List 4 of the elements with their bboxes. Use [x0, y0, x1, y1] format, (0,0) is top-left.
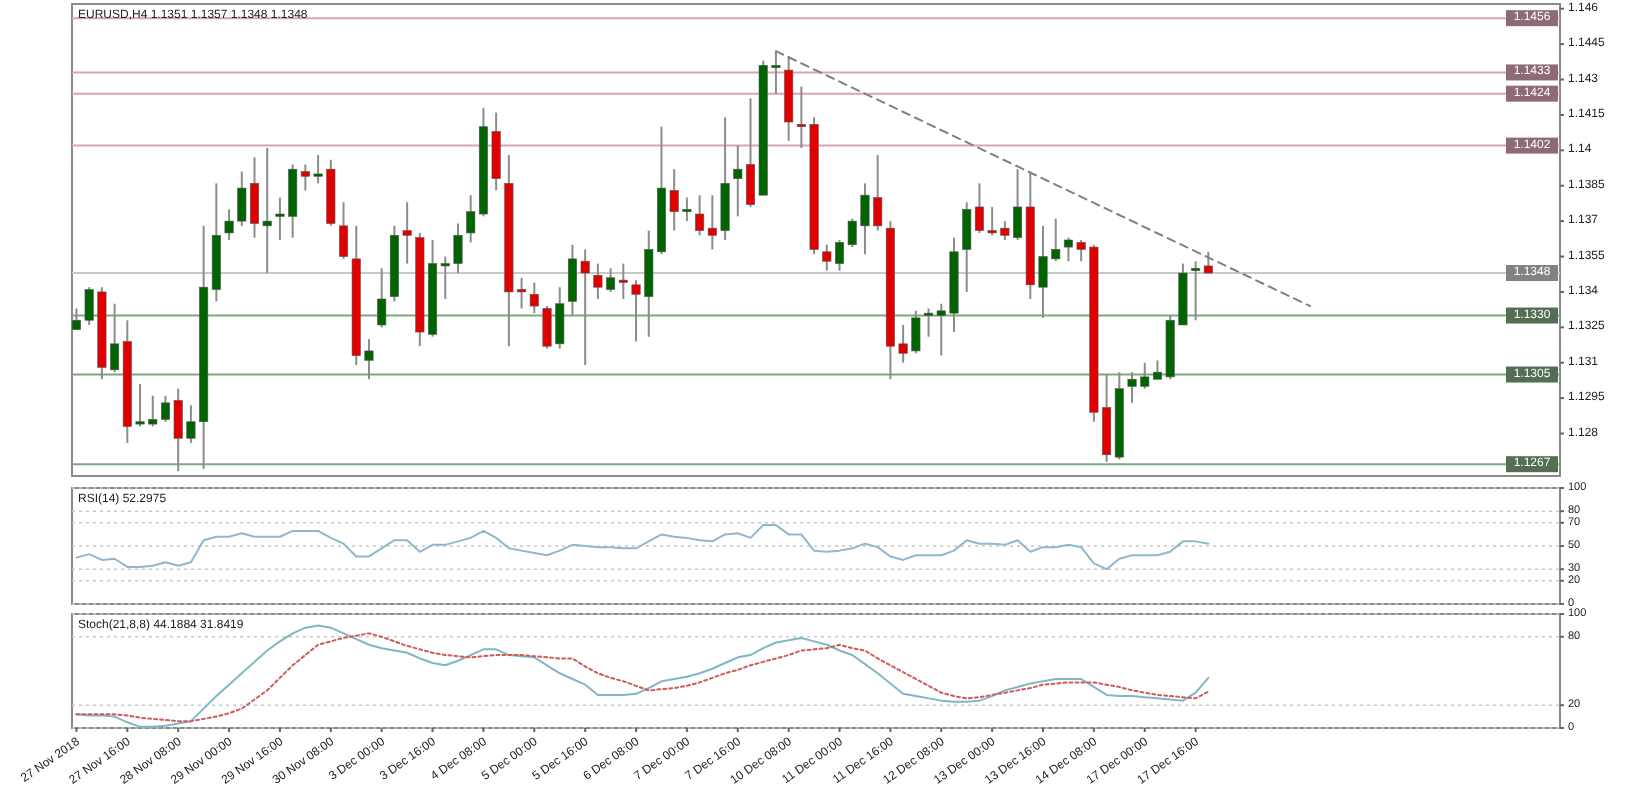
candlestick [529, 281, 539, 315]
candlestick [339, 201, 349, 260]
candlestick [377, 267, 387, 329]
line-series [75, 524, 1210, 571]
